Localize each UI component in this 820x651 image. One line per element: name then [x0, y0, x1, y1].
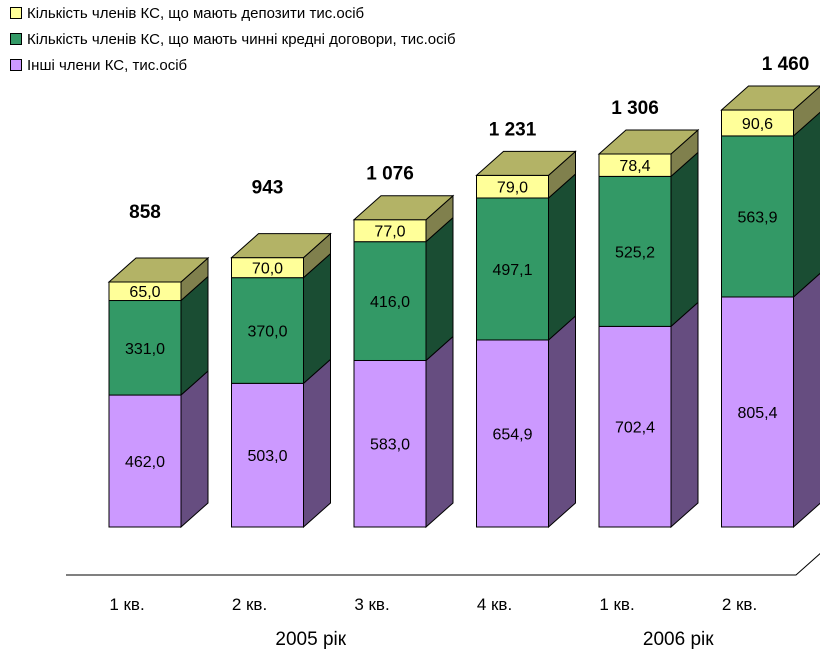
value-label-credit-4: 525,2 — [615, 244, 655, 261]
total-label-0: 858 — [129, 202, 161, 223]
legend-swatch-credit — [10, 33, 22, 45]
bar-credit-3 — [476, 197, 549, 341]
bar-other-3 — [476, 339, 549, 528]
total-label-5: 1 460 — [762, 54, 810, 75]
value-label-other-2: 583,0 — [370, 437, 410, 454]
bar-side-other-1 — [303, 358, 331, 529]
category-label-1: 2 кв. — [232, 595, 267, 614]
bar-deposits-5 — [721, 109, 794, 137]
value-label-deposits-2: 77,0 — [374, 224, 405, 241]
bar-side-other-4 — [670, 301, 699, 529]
value-label-credit-3: 497,1 — [492, 262, 532, 279]
bar-other-2 — [353, 359, 427, 528]
value-label-deposits-4: 78,4 — [619, 158, 650, 175]
bar-side-other-2 — [425, 335, 454, 529]
total-label-2: 1 076 — [366, 164, 414, 185]
bar-credit-0 — [108, 300, 182, 396]
floor-line — [66, 552, 820, 576]
category-label-4: 1 кв. — [599, 595, 634, 614]
value-label-credit-0: 331,0 — [125, 341, 165, 358]
bar-other-4 — [598, 325, 672, 528]
total-label-1: 943 — [252, 178, 284, 199]
bar-top-1 — [230, 233, 332, 259]
category-label-3: 4 кв. — [477, 595, 512, 614]
category-label-0: 1 кв. — [109, 595, 144, 614]
bar-top-5 — [720, 85, 820, 111]
legend-item-credit: Кількість членів КС, що мають чинні кред… — [10, 26, 456, 52]
bar-top-2 — [352, 195, 455, 221]
category-label-2: 3 кв. — [354, 595, 389, 614]
bar-other-5 — [721, 296, 794, 528]
bar-top-3 — [475, 150, 577, 176]
value-label-other-5: 805,4 — [737, 405, 777, 422]
value-label-deposits-1: 70,0 — [252, 261, 283, 278]
bar-credit-5 — [721, 135, 794, 298]
value-label-credit-5: 563,9 — [737, 209, 777, 226]
legend-item-other: Інші члени КС, тис.осіб — [10, 52, 456, 78]
bar-side-other-3 — [548, 314, 576, 529]
value-label-deposits-3: 79,0 — [497, 180, 528, 197]
bar-side-credit-5 — [793, 111, 820, 299]
bar-credit-1 — [231, 277, 304, 384]
bar-credit-4 — [598, 175, 672, 327]
value-label-other-4: 702,4 — [615, 420, 655, 437]
bar-side-other-0 — [180, 369, 209, 529]
value-label-credit-1: 370,0 — [247, 324, 287, 341]
bar-side-other-5 — [793, 272, 820, 529]
value-label-other-0: 462,0 — [125, 454, 165, 471]
value-label-deposits-0: 65,0 — [129, 284, 160, 301]
bar-side-credit-2 — [425, 216, 454, 362]
bar-top-0 — [107, 257, 210, 283]
legend-item-deposits: Кількість членів КС, що мають депозити т… — [10, 0, 456, 26]
legend-swatch-deposits — [10, 7, 22, 19]
bar-other-0 — [108, 394, 182, 528]
chart-legend: Кількість членів КС, що мають депозити т… — [10, 0, 456, 78]
legend-label-other: Інші члени КС, тис.осіб — [27, 56, 188, 74]
group-label-1: 2006 рік — [643, 629, 714, 650]
group-label-0: 2005 рік — [275, 629, 346, 650]
total-label-3: 1 231 — [489, 119, 537, 140]
legend-label-credit: Кількість членів КС, що мають чинні кред… — [27, 30, 456, 48]
bar-side-credit-3 — [548, 172, 576, 342]
value-label-other-3: 654,9 — [492, 426, 532, 443]
bar-other-1 — [231, 382, 304, 528]
value-label-other-1: 503,0 — [247, 448, 287, 465]
value-label-credit-2: 416,0 — [370, 294, 410, 311]
bar-top-4 — [597, 129, 700, 155]
bar-side-credit-4 — [670, 151, 699, 328]
legend-label-deposits: Кількість членів КС, що мають депозити т… — [27, 4, 365, 22]
total-label-4: 1 306 — [611, 98, 659, 119]
category-label-5: 2 кв. — [722, 595, 757, 614]
value-label-deposits-5: 90,6 — [742, 116, 773, 133]
legend-swatch-other — [10, 59, 22, 71]
